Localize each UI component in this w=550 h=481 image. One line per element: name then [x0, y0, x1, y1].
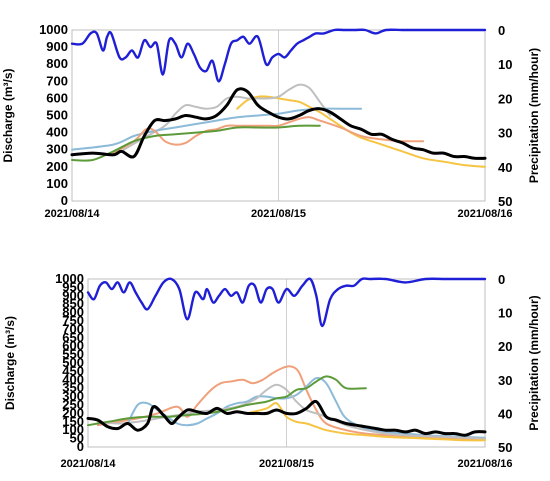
y-tick-label: 50	[70, 431, 84, 446]
discharge-series-line	[70, 87, 487, 160]
y2-axis-title: Precipitation (mm/hour)	[527, 295, 541, 430]
y-tick-label: 400	[62, 372, 84, 387]
y2-tick-label: 50	[498, 194, 512, 209]
y2-tick-label: 40	[498, 160, 512, 175]
y-tick-label: 300	[46, 142, 68, 157]
precipitation-line	[86, 277, 487, 328]
y-tick-label: 150	[62, 414, 84, 429]
y-tick-label: 800	[62, 305, 84, 320]
chart-svg-bottom: 0501001502002503003504004505005506006507…	[3, 271, 541, 470]
y2-tick-label: 0	[498, 272, 505, 287]
x-tick-label: 2021/08/14	[44, 208, 100, 220]
y-tick-label: 500	[46, 108, 68, 123]
y2-axis-title: Precipitation (mm/hour)	[527, 48, 541, 183]
x-tick-label: 2021/08/16	[457, 458, 512, 470]
y-tick-label: 200	[46, 159, 68, 174]
y-tick-label: 750	[62, 313, 84, 328]
y2-tick-label: 50	[498, 440, 512, 455]
y-tick-label: 0	[61, 193, 68, 208]
plot-frame	[87, 278, 486, 448]
y2-tick-label: 40	[498, 406, 512, 421]
y-tick-label: 350	[62, 380, 84, 395]
x-tick-label: 2021/08/15	[259, 458, 314, 470]
y-tick-label: 250	[62, 397, 84, 412]
discharge-series-line	[71, 124, 321, 162]
x-tick-label: 2021/08/14	[60, 458, 116, 470]
discharge-series-line	[96, 365, 486, 440]
discharge-series-line	[126, 377, 486, 439]
y-tick-label: 1000	[39, 22, 68, 37]
y-tick-label: 900	[62, 288, 84, 303]
y-tick-label: 1000	[55, 271, 84, 286]
y-tick-label: 650	[62, 330, 84, 345]
y-tick-label: 100	[46, 176, 68, 191]
y2-tick-label: 10	[498, 306, 512, 321]
y-tick-label: 200	[62, 405, 84, 420]
chart-svg-top: 0 100 200 300 400 500 600 700 800 900 1000 0 10 20 30 4…	[1, 22, 541, 220]
y-tick-label: 950	[62, 279, 84, 294]
y-tick-label: 400	[46, 125, 68, 140]
x-tick-label: 2021/08/15	[251, 208, 306, 220]
y2-tick-label: 30	[498, 373, 512, 388]
y-tick-label: 0	[77, 439, 84, 454]
y-tick-label: 600	[46, 90, 68, 105]
y2-tick-label: 20	[498, 91, 512, 106]
discharge-series-line	[86, 399, 487, 437]
y-tick-label: 800	[46, 56, 68, 71]
discharge-series-line	[122, 83, 332, 151]
y-tick-label: 700	[46, 73, 68, 88]
precipitation-line	[70, 28, 487, 83]
y-axis-title: Discharge (m³/s)	[3, 316, 17, 410]
y-axis-title: Discharge (m³/s)	[1, 68, 15, 162]
chart-panel-top: 0 100 200 300 400 500 600 700 800 900 1000 0 10 20 30 4…	[0, 0, 550, 228]
y2-tick-label: 0	[498, 23, 505, 38]
discharge-series-line	[112, 116, 425, 155]
discharge-series-line	[87, 375, 367, 427]
y-tick-label: 500	[62, 355, 84, 370]
y-tick-label: 700	[62, 321, 84, 336]
plot-frame	[71, 29, 486, 202]
y-tick-label: 900	[46, 39, 68, 54]
y-tick-label: 300	[62, 389, 84, 404]
y-tick-label: 850	[62, 296, 84, 311]
y-tick-label: 550	[62, 347, 84, 362]
chart-panel-bottom: 0 50 100 150 200 250 300 350 400 450 500 550 600 650 7…	[0, 252, 550, 481]
y-tick-label: 100	[62, 422, 84, 437]
y2-tick-label: 20	[498, 339, 512, 354]
y-tick-label: 450	[62, 363, 84, 378]
discharge-series-line	[245, 402, 486, 442]
y-tick-label: 600	[62, 338, 84, 353]
discharge-series-line	[236, 95, 486, 168]
y2-tick-label: 10	[498, 57, 512, 72]
x-tick-label: 2021/08/16	[457, 208, 512, 220]
y2-tick-label: 30	[498, 126, 512, 141]
